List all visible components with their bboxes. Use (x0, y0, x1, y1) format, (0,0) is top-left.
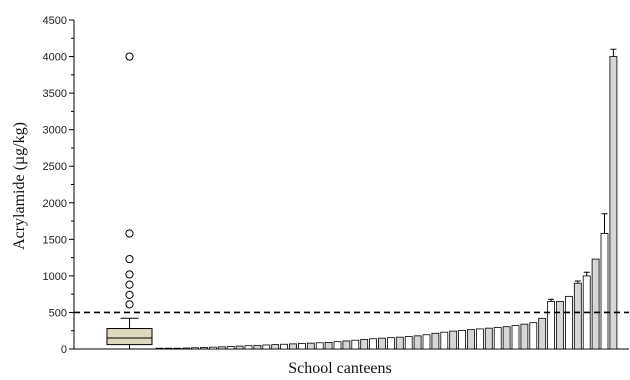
bar (297, 343, 306, 350)
box-outlier (125, 52, 134, 61)
y-tick-label: 3500 (43, 88, 67, 100)
bar (164, 347, 173, 350)
bar (262, 344, 271, 350)
bar (244, 345, 253, 350)
y-tick-label: 0 (61, 344, 67, 356)
box-outlier (125, 229, 134, 238)
box-iqr (106, 328, 153, 346)
bar (538, 317, 547, 350)
box-outlier (125, 300, 134, 309)
plot-area (74, 48, 629, 350)
bar (182, 347, 191, 350)
y-tick-label: 4500 (43, 15, 67, 27)
bar (565, 295, 573, 350)
bar (422, 334, 431, 350)
box-outlier (125, 270, 134, 279)
bar (378, 337, 386, 350)
bar (315, 342, 324, 350)
y-axis-title: Acrylamide (µg/kg) (11, 122, 28, 250)
x-axis-title: School canteens (288, 360, 392, 377)
bar (369, 338, 378, 350)
bar (200, 347, 208, 350)
bar (333, 341, 342, 350)
bar (458, 329, 467, 350)
bar (600, 233, 609, 350)
bar (431, 332, 440, 350)
y-tick-label: 4000 (43, 52, 67, 64)
bar (360, 339, 369, 350)
bar (467, 329, 475, 350)
bar (271, 344, 280, 350)
bar (208, 346, 217, 350)
bar (440, 331, 449, 350)
bar (217, 346, 226, 350)
box-outlier (125, 254, 134, 264)
bar (556, 301, 564, 350)
bar (395, 336, 404, 350)
bar (475, 328, 484, 350)
y-tick-label: 500 (49, 307, 67, 319)
bar (386, 337, 395, 350)
bar (235, 345, 244, 350)
bar (547, 301, 555, 350)
bar (484, 327, 493, 350)
bar (502, 326, 511, 350)
box-outlier (125, 280, 134, 289)
y-tick-label: 2500 (43, 161, 67, 173)
bar (342, 340, 351, 350)
bar (413, 335, 422, 350)
bar (289, 343, 297, 350)
bar (324, 342, 333, 350)
y-tick-label: 1500 (43, 234, 67, 246)
bar (253, 344, 262, 350)
bar (173, 347, 182, 350)
bar (591, 258, 600, 350)
y-tick-label: 1000 (43, 271, 67, 283)
y-axis: 0 500 1000 1500 2000 2500 3000 3500 4000 4500 (43, 15, 629, 356)
bar (155, 347, 164, 350)
bar (520, 323, 529, 350)
bar (609, 56, 618, 350)
bar (493, 327, 502, 350)
bar (306, 342, 315, 350)
bar (573, 282, 582, 350)
bar (511, 325, 520, 350)
bar (351, 339, 360, 350)
bar (404, 336, 413, 350)
bar (529, 322, 538, 350)
y-tick-label: 3000 (43, 125, 67, 137)
bar (449, 330, 458, 350)
y-tick-label: 2000 (43, 198, 67, 210)
bar (280, 343, 289, 350)
bar (191, 347, 200, 350)
bar (226, 346, 235, 350)
box-outlier (125, 290, 134, 299)
